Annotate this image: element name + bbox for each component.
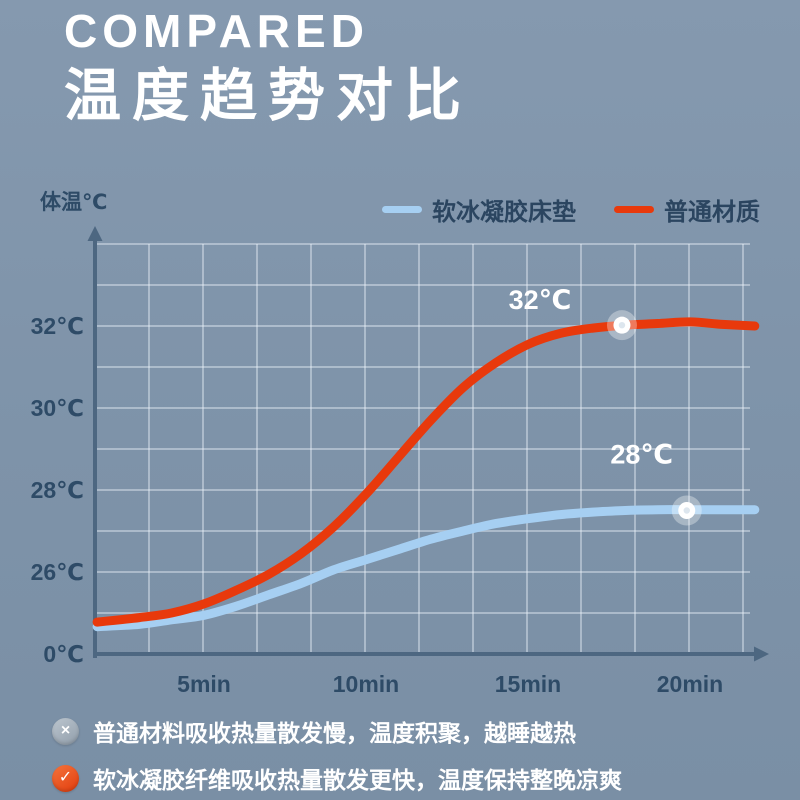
y-tick-label: 32℃ (31, 313, 84, 339)
footnote-row: × 普通材料吸收热量散发慢，温度积聚，越睡越热 (52, 714, 622, 748)
x-tick-label: 10min (333, 671, 399, 697)
x-axis-arrow-icon (754, 646, 769, 662)
data-point-core (618, 321, 626, 329)
footnotes: × 普通材料吸收热量散发慢，温度积聚，越睡越热 ✓ 软冰凝胶纤维吸收热量散发更快，温度… (52, 714, 622, 795)
chart-legend: 软冰凝胶床垫 普通材质 (382, 192, 760, 227)
series-curve (92, 317, 760, 627)
header: COMPARED 温度趋势对比 (64, 6, 472, 127)
legend-swatch-icon (614, 206, 654, 213)
x-tick-label: 5min (177, 671, 231, 697)
legend-label: 软冰凝胶床垫 (432, 199, 576, 226)
check-icon: ✓ (52, 764, 79, 792)
footnote-row: ✓ 软冰凝胶纤维吸收热量散发更快，温度保持整晚凉爽 (52, 761, 622, 795)
y-axis-title: 体温℃ (40, 191, 108, 214)
page-title: 温度趋势对比 (64, 63, 472, 128)
title-en: COMPARED (64, 5, 369, 57)
series-curve (92, 505, 760, 632)
cross-icon: × (52, 717, 79, 745)
legend-label: 普通材质 (664, 199, 760, 226)
legend-item: 普通材质 (614, 192, 760, 227)
legend-item: 软冰凝胶床垫 (382, 192, 576, 227)
data-point-label: 28℃ (610, 440, 673, 470)
x-tick-label: 15min (495, 671, 561, 697)
footnote-text: 普通材料吸收热量散发慢，温度积聚，越睡越热 (93, 720, 576, 746)
legend-swatch-icon (382, 206, 422, 213)
y-tick-label: 28℃ (31, 477, 84, 503)
y-axis-arrow-icon (87, 226, 103, 241)
y-tick-label: 0℃ (43, 641, 84, 667)
data-point-core (683, 507, 690, 514)
footnote-text: 软冰凝胶纤维吸收热量散发更快，温度保持整晚凉爽 (93, 767, 622, 793)
data-point-label: 32℃ (509, 285, 572, 315)
y-tick-label: 30℃ (31, 395, 84, 421)
x-tick-label: 20min (657, 671, 723, 697)
y-tick-label: 26℃ (31, 559, 84, 585)
